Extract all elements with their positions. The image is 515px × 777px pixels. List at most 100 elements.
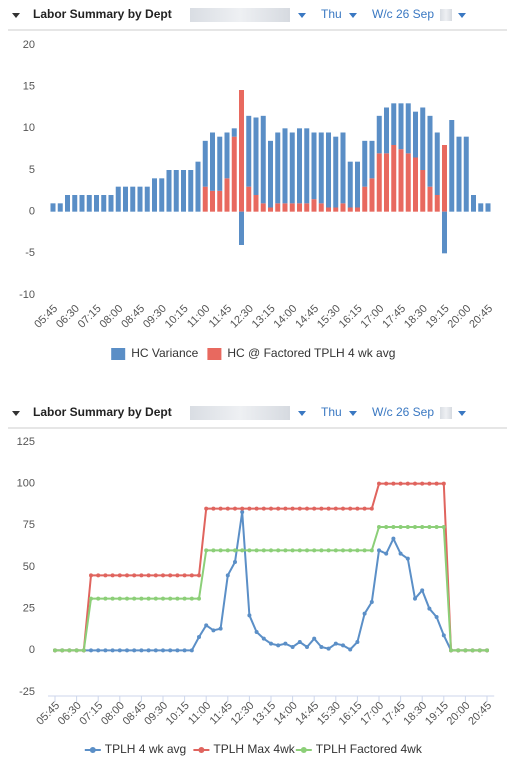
- dropdown-caret[interactable]: [298, 13, 306, 18]
- x-tick-label: 08:45: [121, 700, 149, 728]
- point: [125, 648, 129, 653]
- legend-label[interactable]: HC Variance: [131, 346, 198, 360]
- bar: [427, 186, 433, 212]
- point: [341, 548, 345, 553]
- bar: [485, 203, 491, 212]
- legend-swatch[interactable]: [111, 348, 126, 360]
- dropdown-caret[interactable]: [298, 411, 306, 416]
- point: [132, 573, 137, 578]
- bar: [152, 178, 157, 212]
- dropdown-caret[interactable]: [349, 411, 357, 416]
- point: [434, 615, 439, 619]
- point: [175, 648, 180, 653]
- point: [139, 648, 144, 653]
- legend-label[interactable]: TPLH Max 4wk: [213, 742, 295, 756]
- point: [182, 648, 187, 653]
- bar: [318, 132, 324, 204]
- bar: [260, 203, 266, 212]
- bar: [434, 195, 440, 212]
- dropdown-caret[interactable]: [349, 13, 357, 18]
- point: [182, 596, 187, 601]
- point: [341, 506, 345, 511]
- x-tick-label: 18:30: [402, 303, 430, 331]
- bar: [376, 115, 382, 154]
- bar: [413, 157, 418, 212]
- x-tick-label: 14:45: [293, 700, 321, 728]
- point: [405, 481, 410, 486]
- point: [413, 525, 417, 529]
- point: [211, 628, 216, 633]
- point: [225, 506, 230, 511]
- filter-label[interactable]: W/c 26 Sep: [372, 7, 434, 21]
- blurred-field: [440, 407, 452, 419]
- point: [312, 548, 317, 553]
- point: [103, 648, 108, 653]
- point: [103, 573, 108, 578]
- x-tick-label: 18:30: [401, 700, 429, 728]
- point: [362, 506, 367, 511]
- point: [398, 551, 403, 556]
- filter-label[interactable]: Thu: [321, 405, 342, 419]
- panel-title: Labor Summary by Dept: [33, 7, 172, 21]
- point: [247, 613, 252, 618]
- point: [197, 573, 201, 578]
- point: [218, 506, 223, 511]
- point: [413, 596, 417, 601]
- point: [441, 481, 446, 486]
- bar: [318, 203, 324, 212]
- point: [211, 506, 216, 511]
- bar: [289, 132, 295, 204]
- panel-title: Labor Summary by Dept: [33, 405, 172, 419]
- y-tick-label: 25: [23, 603, 35, 615]
- legend-label[interactable]: HC @ Factored TPLH 4 wk avg: [227, 346, 395, 360]
- bar: [253, 195, 259, 212]
- point: [283, 641, 288, 646]
- bar: [405, 103, 411, 154]
- bar: [398, 103, 404, 150]
- legend-label[interactable]: TPLH 4 wk avg: [105, 742, 186, 756]
- filter-label[interactable]: W/c 26 Sep: [372, 405, 434, 419]
- dropdown-caret[interactable]: [458, 411, 466, 416]
- dropdown-caret[interactable]: [12, 411, 20, 416]
- point: [189, 573, 194, 578]
- line: [55, 511, 487, 652]
- point: [290, 645, 295, 649]
- x-tick-label: 09:30: [142, 700, 170, 728]
- point: [420, 588, 425, 593]
- point: [283, 506, 288, 511]
- x-tick-label: 13:15: [250, 303, 278, 331]
- point: [348, 548, 353, 553]
- legend-label[interactable]: TPLH Factored 4wk: [316, 742, 423, 756]
- filter-label[interactable]: Thu: [321, 7, 342, 21]
- point: [305, 645, 309, 649]
- bar: [239, 211, 244, 245]
- point: [276, 548, 281, 553]
- bar: [478, 203, 484, 212]
- legend-swatch[interactable]: [207, 348, 222, 360]
- dropdown-caret[interactable]: [458, 13, 466, 18]
- point: [333, 641, 338, 646]
- point: [384, 551, 389, 556]
- point: [341, 643, 345, 648]
- bar: [384, 107, 389, 154]
- bar: [224, 132, 230, 179]
- point: [434, 525, 439, 529]
- bar: [297, 128, 302, 204]
- bar: [384, 153, 389, 212]
- point: [463, 648, 468, 653]
- point: [175, 596, 180, 601]
- bar: [463, 136, 469, 212]
- point: [96, 573, 101, 578]
- point: [405, 556, 410, 561]
- y-tick-label: -10: [19, 289, 35, 301]
- point: [333, 548, 338, 553]
- point: [96, 648, 101, 653]
- point: [168, 596, 173, 601]
- x-tick-label: 09:30: [141, 303, 169, 331]
- x-tick-label: 08:00: [99, 700, 127, 728]
- x-tick-label: 20:45: [467, 303, 495, 331]
- point: [153, 596, 158, 601]
- dropdown-caret[interactable]: [12, 13, 20, 18]
